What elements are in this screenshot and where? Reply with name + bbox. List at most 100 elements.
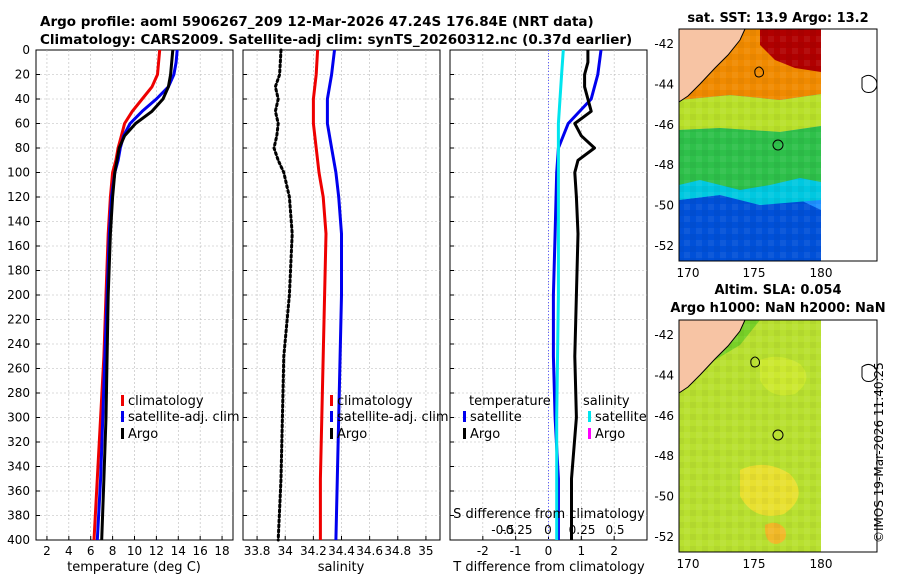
x-tick-label: 33.8 [244, 544, 271, 558]
sst-lat-tick-labels: -42 -44 -46 -48 -50 -52 [654, 37, 674, 253]
x-tick-label: 8 [109, 544, 117, 558]
legend-argo-swatch [330, 428, 333, 439]
x-tick-label: 35 [418, 544, 433, 558]
title-line-1: Argo profile: aoml 5906267_209 12-Mar-20… [40, 14, 594, 30]
salinity-legend: climatology satellite-adj. clim Argo [330, 394, 449, 442]
y-tick-label: 40 [15, 92, 30, 106]
legend-climatology-swatch [330, 395, 333, 406]
y-tick-label: 0 [22, 43, 30, 57]
lon-tick-label: 170 [677, 557, 700, 571]
y-tick-label: 260 [7, 362, 30, 376]
sst-lon-tick-labels: 170 175 180 [677, 266, 833, 280]
x-tick-label: 18 [214, 544, 229, 558]
argo-float-marker [772, 139, 784, 151]
difference-grid [450, 49, 647, 541]
x-tick-label: 12 [149, 544, 164, 558]
sst-map-frame [678, 28, 878, 262]
x-tick-label: 34 [278, 544, 293, 558]
series-line-climatology [311, 49, 328, 540]
lon-tick-label: 180 [810, 266, 833, 280]
sla-map-title-line-2: Argo h1000: NaN h2000: NaN [670, 301, 886, 316]
x-tick-label: 4 [65, 544, 73, 558]
sla-map: -42 -44 -46 -48 -50 -52 170 175 180 [654, 319, 878, 571]
series-line-satellite-adj-clim [325, 49, 343, 541]
legend-s-argo-swatch [588, 428, 591, 439]
lon-tick-label: 180 [810, 557, 833, 571]
salinity-xlabel: salinity [318, 560, 365, 575]
y-tick-label: 60 [15, 117, 30, 131]
salinity-grid [243, 49, 440, 541]
y-tick-label: 140 [7, 215, 30, 229]
legend-salinity-heading: salinity [583, 394, 630, 409]
x-tick-label: 10 [127, 544, 142, 558]
lat-tick-label: -42 [654, 328, 674, 342]
legend-t-satellite: satellite [470, 410, 522, 425]
y-tick-label: 200 [7, 288, 30, 302]
y-tick-label: 160 [7, 239, 30, 253]
temperature-panel: 0 20 40 60 80 100 120 140 160 180 200 220 240 260 280 3… [7, 43, 240, 575]
salinity-lines [272, 48, 343, 542]
sst-map-title: sat. SST: 13.9 Argo: 13.2 [687, 11, 869, 26]
y-tick-label: 340 [7, 460, 30, 474]
x-tick-label: 34.2 [300, 544, 327, 558]
x-tick-label: 2 [43, 544, 51, 558]
legend-satellite-swatch [121, 411, 124, 422]
y-tick-label: 100 [7, 166, 30, 180]
temperature-grid [36, 49, 233, 541]
series-line-salinity-satellite [555, 49, 565, 540]
sst-island-contour [754, 66, 764, 78]
difference-panel: -2 -1 0 1 2 -0.5-0.25 0 0.25 0.5 T difference f… [449, 49, 648, 575]
sla-land-south-island [678, 319, 746, 394]
legend-satellite: satellite-adj. clim [337, 410, 449, 425]
lat-tick-label: -48 [654, 449, 674, 463]
y-tick-label: 180 [7, 264, 30, 278]
y-tick-label: 320 [7, 435, 30, 449]
legend-climatology: climatology [128, 394, 204, 409]
y-tick-label: 360 [7, 484, 30, 498]
lat-tick-label: -50 [654, 199, 674, 213]
x-tick-label: 6 [87, 544, 95, 558]
lat-tick-label: -46 [654, 409, 674, 423]
temperature-lines [92, 49, 179, 541]
s-difference-xlabel: S difference from climatology [453, 507, 645, 522]
legend-s-satellite: satellite [595, 410, 647, 425]
s-tick-label: 0.5 [605, 523, 624, 537]
y-tick-label: 220 [7, 313, 30, 327]
sla-lat-tick-labels: -42 -44 -46 -48 -50 -52 [654, 328, 674, 544]
title-line-2: Climatology: CARS2009. Satellite-adj cli… [40, 32, 633, 48]
sla-island-contour [750, 356, 760, 368]
lon-tick-label: 175 [743, 266, 766, 280]
x-tick-label: 0 [545, 544, 553, 558]
y-tick-label: 300 [7, 411, 30, 425]
legend-satellite: satellite-adj. clim [128, 410, 240, 425]
y-tick-label: 280 [7, 386, 30, 400]
lat-tick-label: -46 [654, 118, 674, 132]
legend-t-argo: Argo [470, 427, 500, 442]
x-tick-label: 2 [610, 544, 618, 558]
depth-tick-labels: 0 20 40 60 80 100 120 140 160 180 200 220 240 260 280 3… [7, 43, 30, 547]
sla-chatham-islands [861, 363, 878, 382]
legend-s-argo: Argo [595, 427, 625, 442]
y-tick-label: 20 [15, 68, 30, 82]
lon-tick-label: 170 [677, 266, 700, 280]
sla-argo-float-marker [772, 429, 784, 441]
legend-temperature-heading: temperature [469, 394, 551, 409]
s-difference-tick-labels: -0.5-0.25 0 0.25 0.5 [491, 523, 624, 537]
sla-map-title-line-1: Altim. SLA: 0.054 [714, 283, 842, 298]
legend-s-satellite-swatch [588, 411, 591, 422]
legend-climatology: climatology [337, 394, 413, 409]
t-difference-xlabel: T difference from climatology [452, 560, 645, 575]
sst-map: -42 -44 -46 -48 -50 -52 170 175 180 [654, 28, 878, 280]
s-tick-label: 0.25 [569, 523, 596, 537]
x-tick-label: 34.6 [356, 544, 383, 558]
difference-lines [551, 49, 603, 540]
legend-argo: Argo [337, 427, 367, 442]
lat-tick-label: -48 [654, 158, 674, 172]
lat-tick-label: -44 [654, 368, 674, 382]
series-line-argo [272, 48, 294, 542]
y-tick-label: 380 [7, 509, 30, 523]
y-tick-label: 80 [15, 141, 30, 155]
lon-tick-label: 175 [743, 557, 766, 571]
s-tick-label: 0 [544, 523, 552, 537]
